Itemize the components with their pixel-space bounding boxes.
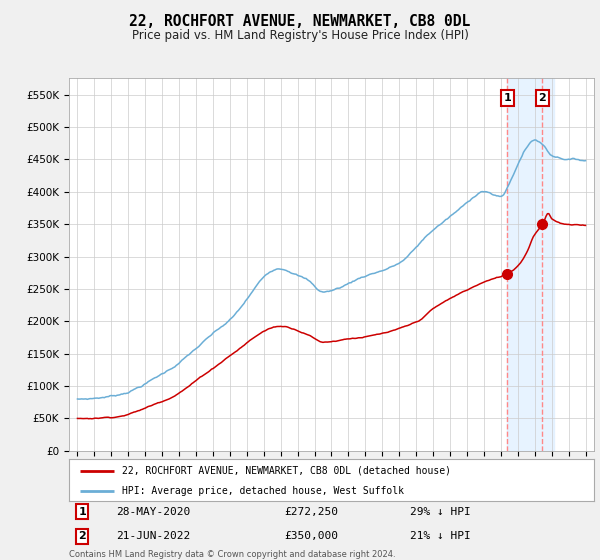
Text: HPI: Average price, detached house, West Suffolk: HPI: Average price, detached house, West… xyxy=(121,486,404,496)
Text: 1: 1 xyxy=(503,93,511,103)
Text: 28-MAY-2020: 28-MAY-2020 xyxy=(116,507,191,517)
Text: 1: 1 xyxy=(78,507,86,517)
Text: 22, ROCHFORT AVENUE, NEWMARKET, CB8 0DL (detached house): 22, ROCHFORT AVENUE, NEWMARKET, CB8 0DL … xyxy=(121,466,451,476)
Text: £272,250: £272,250 xyxy=(284,507,338,517)
Text: 2: 2 xyxy=(78,531,86,541)
Text: Price paid vs. HM Land Registry's House Price Index (HPI): Price paid vs. HM Land Registry's House … xyxy=(131,29,469,42)
Text: £350,000: £350,000 xyxy=(284,531,338,541)
Text: 22, ROCHFORT AVENUE, NEWMARKET, CB8 0DL: 22, ROCHFORT AVENUE, NEWMARKET, CB8 0DL xyxy=(130,14,470,29)
Text: Contains HM Land Registry data © Crown copyright and database right 2024.
This d: Contains HM Land Registry data © Crown c… xyxy=(69,550,395,560)
Text: 21-JUN-2022: 21-JUN-2022 xyxy=(116,531,191,541)
Text: 2: 2 xyxy=(539,93,547,103)
Text: 21% ↓ HPI: 21% ↓ HPI xyxy=(410,531,471,541)
Text: 29% ↓ HPI: 29% ↓ HPI xyxy=(410,507,471,517)
Bar xyxy=(507,78,554,451)
